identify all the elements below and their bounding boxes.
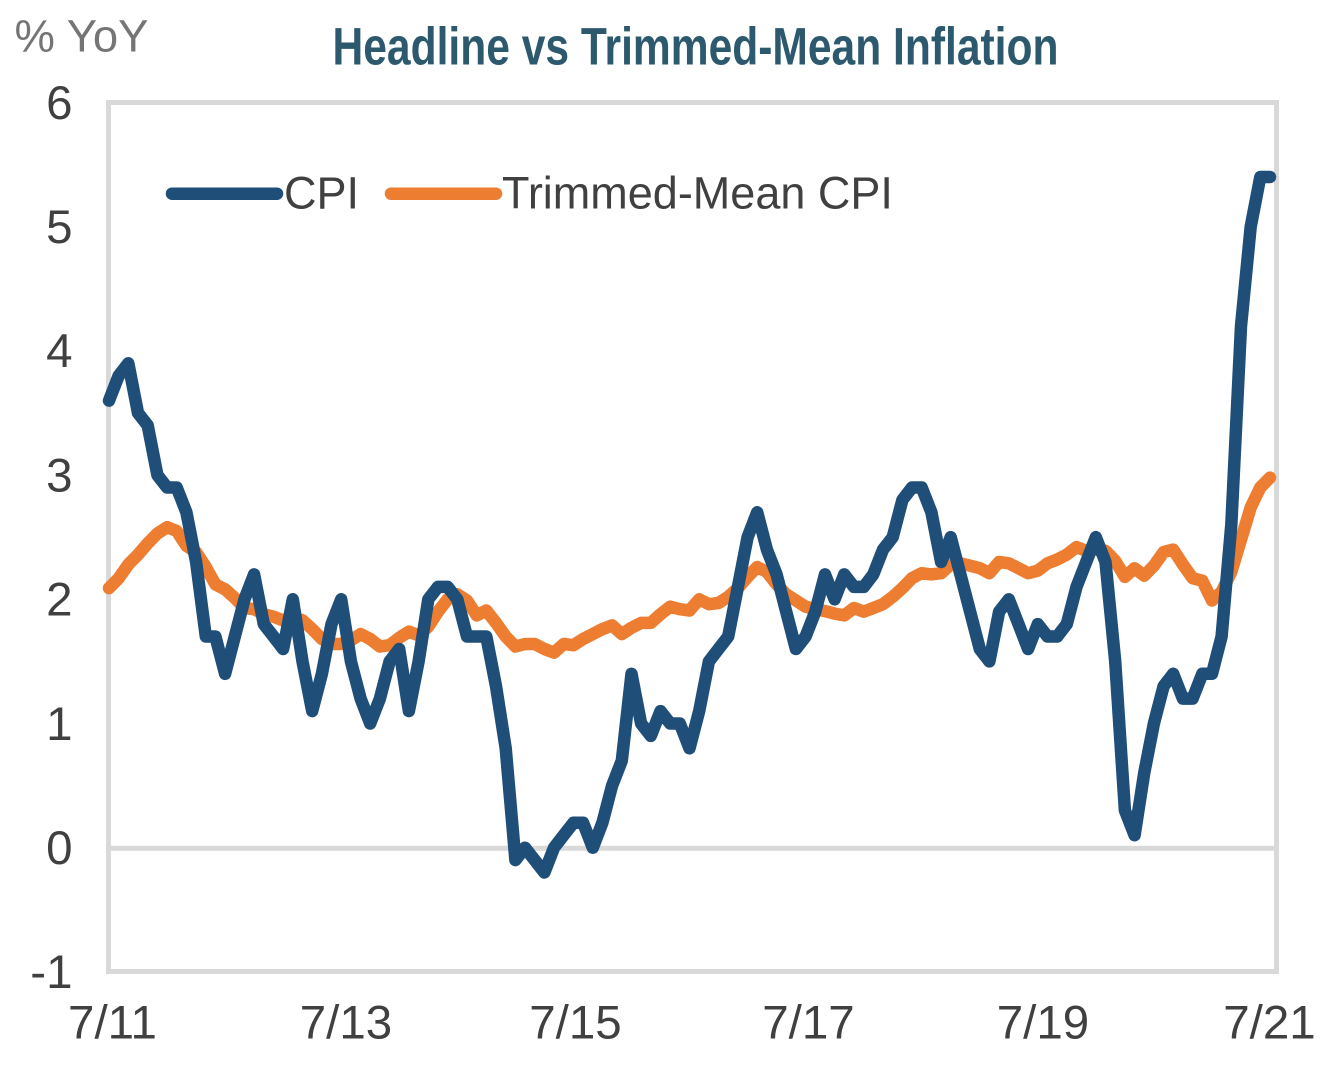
- svg-text:5: 5: [46, 201, 72, 254]
- svg-text:Headline vs Trimmed-Mean Infla: Headline vs Trimmed-Mean Inflation: [333, 18, 1059, 77]
- svg-text:7/15: 7/15: [529, 997, 621, 1050]
- svg-text:7/21: 7/21: [1223, 997, 1315, 1050]
- svg-text:3: 3: [46, 449, 72, 502]
- svg-text:6: 6: [46, 77, 72, 130]
- svg-text:% YoY: % YoY: [15, 11, 149, 62]
- svg-text:7/11: 7/11: [68, 997, 157, 1050]
- svg-text:7/19: 7/19: [997, 997, 1089, 1050]
- svg-text:1: 1: [46, 698, 72, 751]
- svg-text:CPI: CPI: [284, 168, 359, 219]
- svg-text:4: 4: [46, 325, 72, 378]
- svg-text:-1: -1: [30, 946, 72, 999]
- svg-text:Trimmed-Mean CPI: Trimmed-Mean CPI: [502, 168, 893, 219]
- svg-text:7/17: 7/17: [762, 997, 854, 1050]
- svg-text:7/13: 7/13: [300, 997, 392, 1050]
- svg-text:0: 0: [46, 822, 72, 875]
- svg-text:2: 2: [46, 574, 72, 627]
